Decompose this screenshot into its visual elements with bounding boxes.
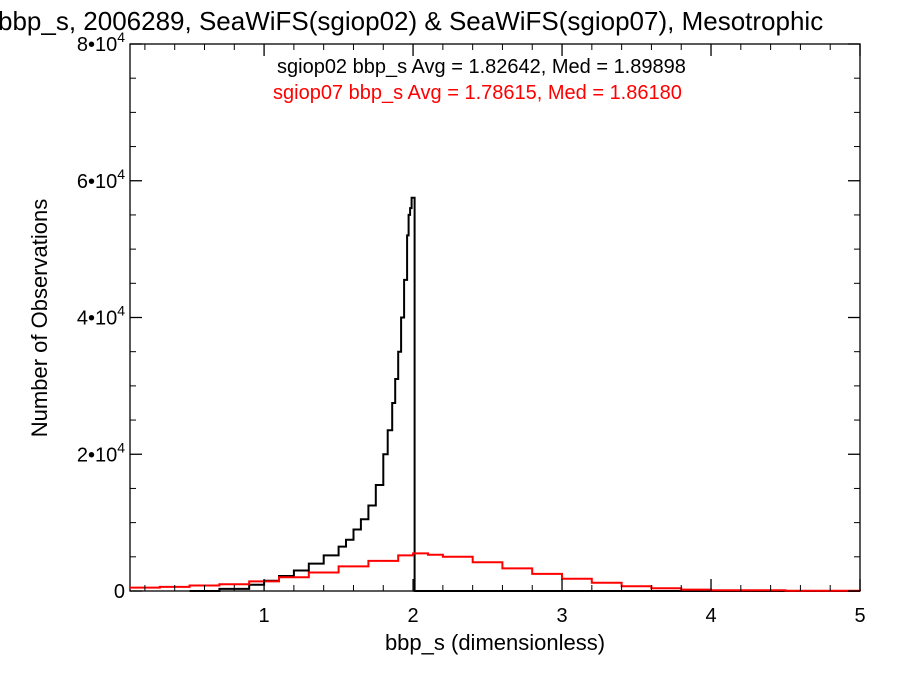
- chart-title: bbp_s, 2006289, SeaWiFS(sgiop02) & SeaWi…: [0, 6, 823, 36]
- x-tick-label-4: 5: [854, 605, 865, 627]
- x-tick-label-0: 1: [259, 605, 270, 627]
- y-tick-label-2: 4•104: [77, 303, 125, 330]
- annotation-sgiop02: sgiop02 bbp_s Avg = 1.82642, Med = 1.898…: [277, 56, 686, 78]
- x-axis: 1 2 3 4 5: [144, 44, 866, 627]
- annotation-sgiop07: sgiop07 bbp_s Avg = 1.78615, Med = 1.861…: [273, 82, 682, 104]
- y-tick-label-4: 8•104: [77, 29, 125, 56]
- x-tick-label-2: 3: [556, 605, 567, 627]
- y-axis-title: Number of Observations: [27, 199, 52, 437]
- y-tick-label-3: 6•104: [77, 166, 125, 193]
- plot-series: [130, 196, 861, 592]
- y-axis: 0 2•104 4•104 6•104 8•104: [77, 29, 860, 603]
- y-tick-label-0: 0: [114, 581, 125, 603]
- y-tick-label-1: 2•104: [77, 439, 125, 466]
- series-line-0: [189, 196, 860, 592]
- series-line-1: [130, 552, 861, 592]
- x-tick-label-3: 4: [705, 605, 716, 627]
- x-axis-title: bbp_s (dimensionless): [385, 630, 605, 655]
- plot-frame: [129, 43, 861, 592]
- x-tick-label-1: 2: [407, 605, 418, 627]
